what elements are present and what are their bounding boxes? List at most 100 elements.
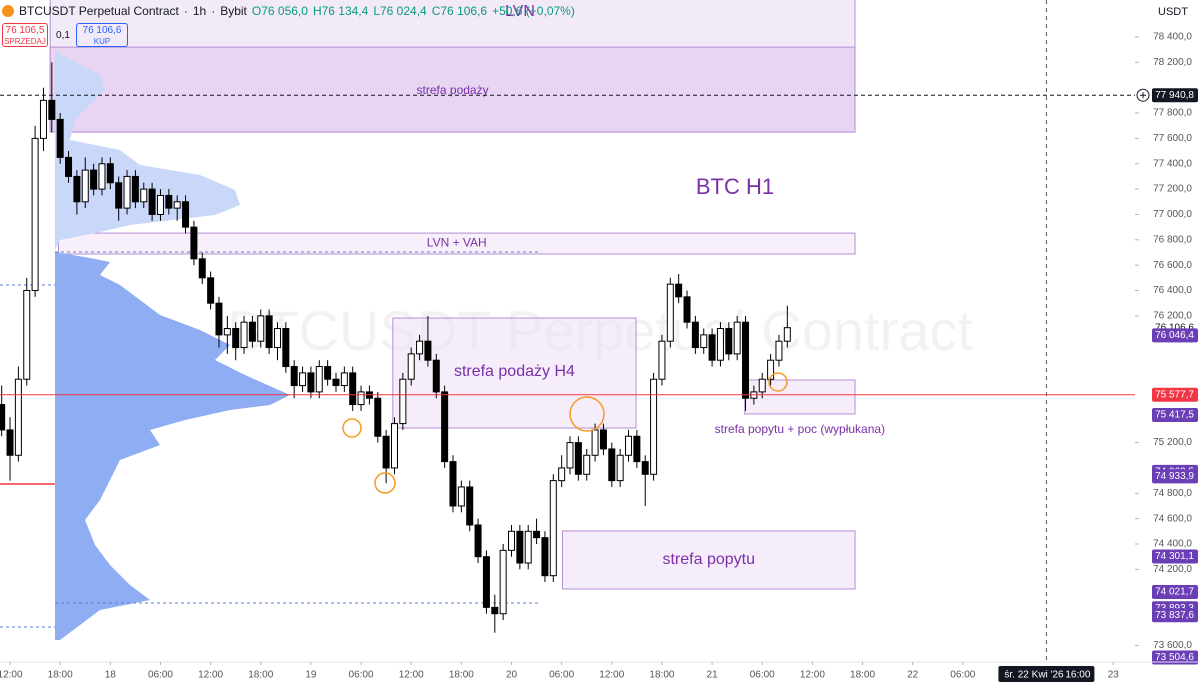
- candle-body: [65, 156, 73, 177]
- crosshair-date: śr. 22 Kwi '26: [1004, 670, 1064, 681]
- candle-body: [625, 435, 633, 456]
- x-tick-label: 18:00: [850, 670, 875, 681]
- candle-body: [140, 188, 148, 203]
- candle-body: [332, 378, 340, 387]
- zone-label: LVN: [505, 3, 535, 20]
- zone-label: strefa popytu: [662, 551, 755, 568]
- zone-label: strefa popytu + poc (wypłukana): [715, 422, 885, 436]
- candle-body: [290, 366, 298, 387]
- candle-body: [416, 340, 424, 355]
- candle-body: [31, 137, 39, 292]
- y-tick-label: 76 800,0: [1153, 234, 1192, 245]
- candle-body: [666, 283, 674, 342]
- price-label: 74 933,9: [1155, 471, 1194, 482]
- candle-body: [207, 277, 215, 304]
- x-tick-label: 18: [105, 670, 117, 681]
- candle-body: [81, 169, 89, 203]
- y-tick-label: 77 600,0: [1153, 133, 1192, 144]
- candle-body: [232, 328, 240, 349]
- price-label: 76 106,6: [1155, 322, 1194, 333]
- zone-label: strefa podaży: [417, 83, 489, 97]
- x-tick-label: 12:00: [800, 670, 825, 681]
- candle-body: [599, 429, 607, 450]
- price-label-box: [1152, 469, 1198, 484]
- candle-body: [39, 99, 47, 139]
- candle-body: [98, 163, 106, 190]
- highlight-circle: [569, 396, 605, 432]
- buy-price: 76 106,6: [82, 25, 122, 36]
- y-tick-label: 77 000,0: [1153, 209, 1192, 220]
- candle-body: [48, 99, 56, 120]
- y-tick-label: 74 200,0: [1153, 564, 1192, 575]
- price-label: 73 504,6: [1155, 652, 1194, 663]
- candle-body: [783, 327, 791, 342]
- price-label: 75 577,7: [1155, 389, 1194, 400]
- candle-body: [299, 372, 307, 387]
- separator: ·: [183, 4, 188, 18]
- candle-body: [516, 530, 524, 564]
- candle-body: [265, 315, 273, 349]
- price-label-box: [1152, 387, 1198, 402]
- price-label: 75 417,5: [1155, 410, 1194, 421]
- candle-body: [240, 321, 248, 349]
- candle-body: [56, 118, 64, 158]
- price-label-box: [1152, 408, 1198, 423]
- x-tick-label: 12:00: [198, 670, 223, 681]
- candle-body: [508, 530, 516, 551]
- candle-body: [591, 429, 599, 456]
- y-tick-label: 75 200,0: [1153, 437, 1192, 448]
- candle-body: [457, 486, 465, 507]
- buy-button[interactable]: 76 106,6 KUP: [76, 23, 128, 47]
- price-label: 73 837,6: [1155, 610, 1194, 621]
- x-tick-label: 18:00: [248, 670, 273, 681]
- symbol[interactable]: BTCUSDT Perpetual Contract: [19, 4, 179, 18]
- sell-button[interactable]: 76 106,5 SPRZEDAJ: [2, 23, 48, 47]
- candle-body: [165, 194, 173, 209]
- y-tick-label: 76 600,0: [1153, 260, 1192, 271]
- y-tick-label: 74 800,0: [1153, 488, 1192, 499]
- price-label-box: [1152, 608, 1198, 623]
- candle-body: [131, 175, 139, 203]
- candle-body: [390, 423, 398, 469]
- candle-body: [73, 175, 81, 203]
- candle-body: [574, 442, 582, 475]
- y-tick-label: 73 600,0: [1153, 640, 1192, 651]
- candle-body: [549, 480, 557, 577]
- candle-body: [725, 328, 733, 355]
- change-value: +50,6 (+0,07%): [492, 4, 575, 18]
- candle-body: [407, 353, 415, 380]
- x-tick-label: 12:00: [0, 670, 23, 681]
- price-label: 76 046,4: [1155, 330, 1194, 341]
- volume-profile-lower: [55, 252, 290, 640]
- candle-body: [758, 378, 766, 393]
- candle-body: [324, 366, 332, 380]
- crosshair-time-box: [998, 666, 1095, 682]
- zone: [49, 46, 856, 133]
- sell-label: SPRZEDAJ: [4, 37, 46, 46]
- price-label-box: [1152, 328, 1198, 343]
- price-label-box: [1152, 88, 1198, 103]
- y-tick-label: 74 600,0: [1153, 513, 1192, 524]
- candle-body: [357, 391, 365, 406]
- candle-body: [340, 372, 348, 387]
- candle-body: [257, 315, 265, 342]
- candle-body: [650, 378, 658, 475]
- symbol-header: BTCUSDT Perpetual Contract · 1h · Bybit O7…: [0, 0, 575, 22]
- candle-body: [566, 442, 574, 469]
- candle-body: [767, 359, 775, 380]
- price-label-box: [1152, 549, 1198, 564]
- y-tick-label: 77 400,0: [1153, 158, 1192, 169]
- currency[interactable]: USDT: [1158, 6, 1188, 18]
- candle-body: [683, 296, 691, 323]
- candle-body: [616, 454, 624, 482]
- candle-body: [633, 435, 641, 463]
- candle-body: [106, 163, 114, 184]
- candle-body: [123, 175, 131, 209]
- interval[interactable]: 1h: [192, 4, 207, 18]
- candle-body: [558, 467, 566, 482]
- chart-title: BTC H1: [696, 174, 774, 199]
- price-label-box: [1152, 650, 1198, 665]
- candle-body: [182, 201, 190, 228]
- y-tick-label: 76 400,0: [1153, 285, 1192, 296]
- candle-body: [382, 435, 390, 469]
